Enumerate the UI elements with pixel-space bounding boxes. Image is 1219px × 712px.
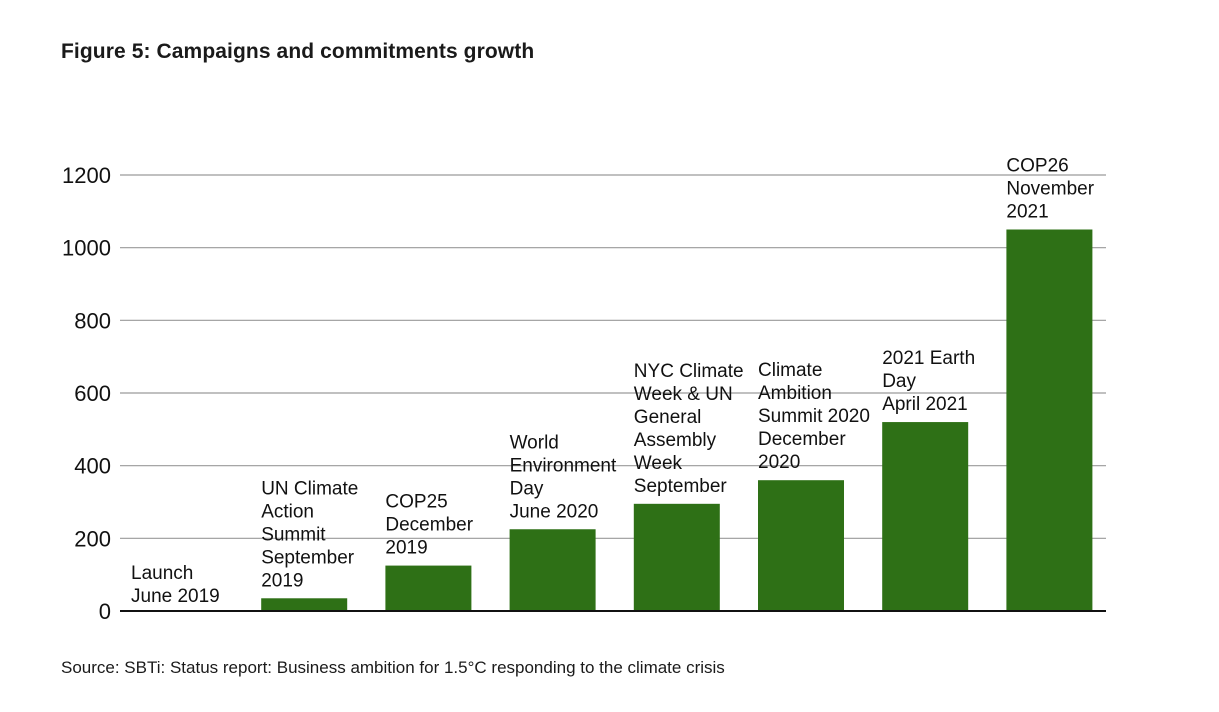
bar-label-line: Day — [882, 371, 916, 392]
bar-label-line: 2020 — [758, 452, 800, 473]
bar-label-line: Climate — [758, 360, 822, 381]
y-tick-label: 200 — [74, 526, 111, 551]
bar — [261, 598, 348, 611]
bar — [1006, 229, 1093, 611]
y-tick-label: 400 — [74, 454, 111, 479]
y-tick-label: 800 — [74, 308, 111, 333]
bar-label-line: General — [634, 407, 702, 428]
y-tick-label: 1000 — [62, 236, 111, 261]
bar-label-line: November — [1006, 179, 1094, 200]
bar-label-line: Ambition — [758, 383, 832, 404]
bar-label-line: Assembly — [634, 430, 717, 451]
y-tick-label: 1200 — [62, 163, 111, 188]
bar-label-line: Launch — [131, 563, 193, 584]
bar-label-line: COP26 — [1006, 156, 1068, 177]
bar-label-line: 2019 — [261, 570, 303, 591]
bar-label-line: Day — [510, 478, 544, 499]
bar-label-line: World — [510, 432, 559, 453]
chart-title: Figure 5: Campaigns and commitments grow… — [61, 40, 535, 63]
bar-label-line: April 2021 — [882, 394, 968, 415]
bar-label-line: Summit 2020 — [758, 406, 870, 427]
source-note: Source: SBTi: Status report: Business am… — [61, 658, 725, 677]
bar-label-line: NYC Climate — [634, 361, 744, 382]
bar-label-line: UN Climate — [261, 478, 358, 499]
bar-label-line: Action — [261, 501, 314, 522]
bar-label-line: September — [634, 476, 728, 497]
bar-label-line: December — [758, 429, 846, 450]
bar-label-line: 2019 — [385, 538, 427, 559]
bar-label-line: Environment — [510, 455, 617, 476]
y-tick-label: 0 — [99, 599, 111, 624]
bar — [385, 565, 472, 611]
bar-label-line: December — [385, 515, 473, 536]
bar-label-line: 2021 Earth — [882, 348, 975, 369]
bar — [882, 422, 969, 611]
bar-label-line: 2021 — [1006, 202, 1048, 223]
bar-label-line: Summit — [261, 524, 326, 545]
bar-label-line: June 2020 — [510, 501, 599, 522]
bar-label-line: September — [261, 547, 355, 568]
bar-label-line: June 2019 — [131, 586, 220, 607]
bar — [758, 480, 844, 611]
bar-label-line: Week — [634, 453, 683, 474]
y-axis-ticks: 0 200 400 600 800 1000 1200 — [62, 163, 111, 624]
bar — [633, 503, 720, 611]
bar-label-line: COP25 — [385, 492, 447, 513]
y-tick-label: 600 — [74, 381, 111, 406]
bar-label-line: Week & UN — [634, 384, 733, 405]
bar — [509, 529, 596, 611]
bars — [261, 229, 1093, 611]
